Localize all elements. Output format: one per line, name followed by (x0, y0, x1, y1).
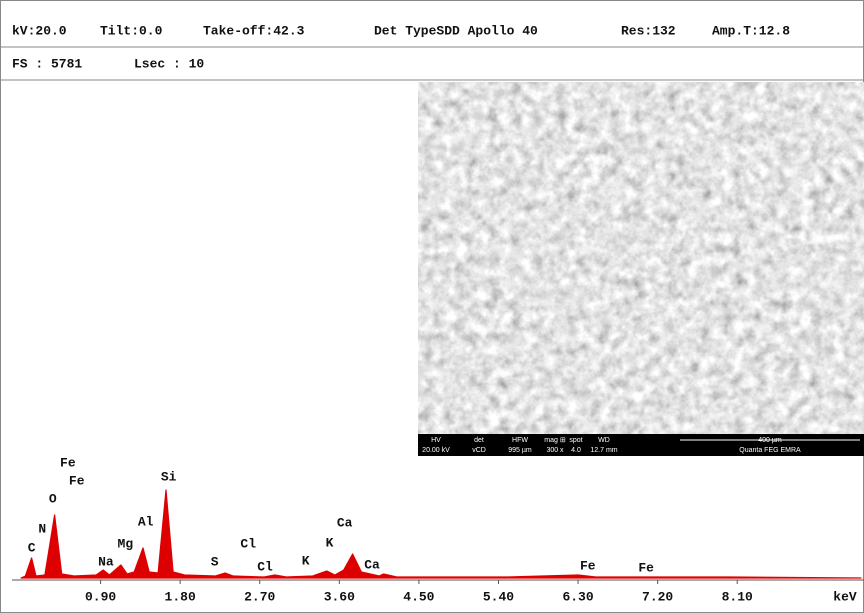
header: kV:20.0 Tilt:0.0 Take-off:42.3 Det TypeS… (12, 23, 790, 71)
peak-label: Al (138, 514, 154, 529)
info-label: det (474, 437, 484, 444)
x-tick-label: 8.10 (722, 589, 753, 604)
peak-label: Fe (638, 560, 654, 575)
x-tick-label: 7.20 (642, 589, 673, 604)
info-value: 12.7 mm (590, 447, 617, 454)
x-tick-label: 5.40 (483, 589, 514, 604)
micrograph (418, 82, 864, 434)
peak-label: C (28, 540, 36, 555)
peak-label: Cl (240, 536, 256, 551)
info-value: 995 µm (508, 447, 532, 454)
info-value: vCD (472, 447, 486, 454)
peak-label: O (49, 491, 57, 506)
info-value: 4.0 (571, 447, 581, 454)
peak-label: Cl (257, 559, 273, 574)
header-field: Tilt:0.0 (100, 23, 163, 38)
scale-label: 400 µm (758, 437, 782, 444)
header-field: Det TypeSDD Apollo 40 (374, 23, 538, 38)
header-field: Amp.T:12.8 (712, 23, 790, 38)
x-tick-label: 1.80 (165, 589, 196, 604)
peak-label: Mg (118, 536, 134, 551)
info-bar: HV det HFW mag ⊞ spot WD 20.00 kV vCD 99… (418, 434, 864, 456)
peak-label: Fe (580, 558, 596, 573)
instrument-label: Quanta FEG EMRA (739, 447, 801, 454)
x-tick-label: 3.60 (324, 589, 355, 604)
x-tick-label: 2.70 (244, 589, 275, 604)
peak-label: Ca (337, 515, 353, 530)
peak-label: Fe (60, 455, 76, 470)
header-field: Res:132 (621, 23, 676, 38)
header-field: kV:20.0 (12, 23, 67, 38)
peak-label: Fe (69, 473, 85, 488)
info-label: spot (569, 437, 582, 444)
header-field: Lsec : 10 (134, 56, 204, 71)
sem-image: HV det HFW mag ⊞ spot WD 20.00 kV vCD 99… (418, 82, 864, 456)
peak-label: N (38, 521, 46, 536)
peak-label: Na (98, 554, 114, 569)
info-label: WD (598, 437, 610, 444)
x-tick-label: 6.30 (562, 589, 593, 604)
peak-label: Ca (364, 557, 380, 572)
peak-label: Si (161, 469, 177, 484)
header-field: Take-off:42.3 (203, 23, 305, 38)
info-label: HFW (512, 437, 528, 444)
peak-label: S (211, 554, 219, 569)
peak-label: K (326, 535, 334, 550)
info-value: 300 x (546, 447, 564, 454)
x-axis-label: keV (833, 589, 857, 604)
x-tick-label: 4.50 (403, 589, 434, 604)
info-value: 20.00 kV (422, 447, 450, 454)
spectrum (20, 489, 862, 579)
info-label: HV (431, 437, 441, 444)
header-field: FS : 5781 (12, 56, 82, 71)
peak-label: K (302, 553, 310, 568)
info-label: mag ⊞ (544, 437, 566, 444)
x-tick-label: 0.90 (85, 589, 116, 604)
